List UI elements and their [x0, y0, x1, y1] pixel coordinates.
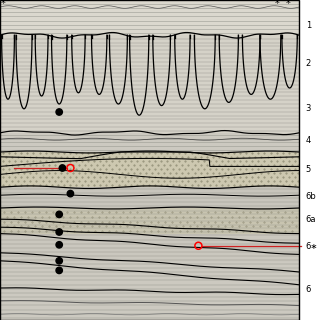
Text: 6∗: 6∗ — [306, 242, 318, 251]
Circle shape — [56, 267, 62, 274]
Text: 6: 6 — [306, 285, 311, 294]
Circle shape — [56, 242, 62, 248]
Circle shape — [56, 211, 62, 218]
Circle shape — [67, 190, 74, 197]
Text: 6b: 6b — [306, 192, 316, 201]
Text: 2: 2 — [306, 60, 311, 68]
Bar — [0, 187, 299, 208]
Text: 5: 5 — [306, 165, 311, 174]
Text: 6a: 6a — [306, 215, 316, 224]
Bar — [0, 152, 299, 187]
Bar — [0, 35, 299, 133]
Circle shape — [59, 165, 66, 171]
Text: 3: 3 — [306, 104, 311, 113]
Text: 4: 4 — [306, 136, 311, 145]
Text: *: * — [286, 0, 290, 9]
Text: *: * — [1, 0, 5, 9]
Circle shape — [56, 109, 62, 115]
Text: *: * — [275, 0, 279, 9]
Text: 1: 1 — [306, 21, 311, 30]
Bar — [0, 133, 299, 152]
Bar — [0, 262, 299, 320]
Circle shape — [56, 258, 62, 264]
Circle shape — [56, 229, 62, 235]
Bar — [0, 208, 299, 234]
Bar — [0, 0, 299, 35]
Bar — [0, 234, 299, 262]
